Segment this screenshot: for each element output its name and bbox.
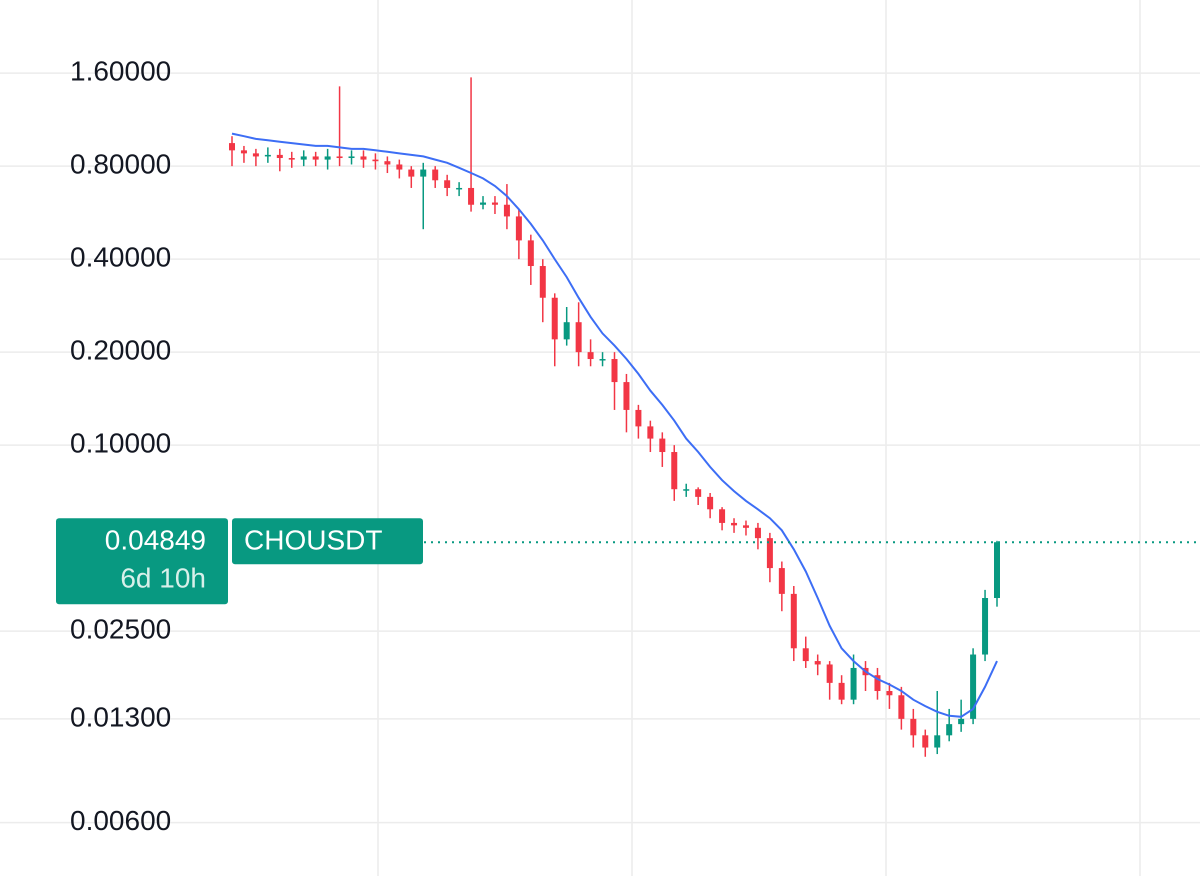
y-tick-label: 0.02500 — [70, 614, 171, 645]
candle-body — [360, 156, 367, 160]
candle-body — [683, 489, 690, 491]
candle-body — [527, 240, 534, 267]
candle-body — [229, 143, 235, 151]
candle-body — [922, 735, 929, 748]
candle-body — [623, 382, 630, 410]
candle-body — [695, 489, 702, 497]
candle-body — [671, 452, 678, 490]
candle-body — [994, 542, 1000, 599]
y-tick-label: 0.80000 — [70, 149, 171, 180]
candle-body — [587, 352, 594, 360]
candle-body — [934, 735, 941, 748]
candle-body — [456, 187, 463, 190]
candle-body — [766, 538, 773, 569]
candle-body — [408, 169, 415, 177]
candle-body — [742, 525, 749, 528]
candle-body — [563, 322, 570, 340]
candle-body — [790, 593, 797, 649]
candle-body — [336, 156, 343, 159]
candle-body — [719, 509, 726, 523]
candle-body — [551, 297, 558, 340]
candle-body — [707, 496, 714, 510]
candle-body — [946, 724, 953, 736]
candle-body — [838, 682, 845, 700]
candle-body — [611, 359, 618, 383]
candle-body — [372, 159, 379, 162]
candle-body — [659, 438, 666, 453]
candle-body — [886, 691, 893, 696]
candle-body — [898, 695, 905, 719]
candle-body — [444, 180, 451, 188]
candle-body — [240, 150, 247, 154]
candle-body — [910, 718, 917, 736]
y-tick-label: 0.10000 — [70, 428, 171, 459]
last-price-label: 0.04849 — [105, 525, 206, 556]
candle-body — [468, 187, 475, 205]
candle-body — [503, 204, 510, 217]
candle-body — [575, 322, 582, 353]
candle-body — [432, 169, 439, 181]
candle-body — [874, 675, 881, 692]
candle-body — [982, 598, 989, 655]
candle-body — [264, 154, 271, 157]
candle-body — [312, 156, 319, 160]
y-tick-label: 0.00600 — [70, 805, 171, 836]
candle-body — [647, 426, 654, 439]
candle-body — [754, 527, 761, 539]
price-labels: 0.04849 6d 10h CHOUSDT — [56, 518, 1200, 605]
time-grid — [377, 0, 1141, 876]
moving-average — [231, 132, 998, 718]
candle-body — [958, 718, 965, 725]
candle-body — [300, 156, 307, 160]
candle-body — [420, 169, 427, 177]
y-tick-label: 1.60000 — [70, 56, 171, 87]
candle-body — [324, 156, 331, 160]
candle-body — [276, 154, 283, 159]
candle-body — [635, 409, 642, 427]
countdown-label: 6d 10h — [120, 563, 206, 594]
y-axis: 1.60000 0.80000 0.40000 0.20000 0.10000 0.025… — [0, 56, 1200, 836]
candle-body — [599, 359, 606, 361]
candle-body — [252, 153, 259, 157]
y-tick-label: 0.20000 — [70, 335, 171, 366]
candle-body — [814, 661, 821, 665]
plot-area — [229, 77, 1000, 757]
candle-body — [396, 164, 403, 170]
candle-body — [850, 667, 857, 700]
candle-body — [802, 648, 809, 662]
y-tick-label: 0.01300 — [70, 701, 171, 732]
candle-body — [288, 158, 295, 160]
candle-body — [348, 156, 355, 159]
candle-body — [539, 266, 546, 298]
candle-body — [778, 568, 785, 594]
symbol-label: CHOUSDT — [244, 525, 382, 556]
price-badge — [56, 518, 228, 605]
candle-body — [970, 654, 977, 719]
candle-body — [480, 202, 487, 205]
candle-body — [731, 522, 738, 526]
candle-body — [491, 202, 498, 205]
candle-body — [826, 664, 833, 683]
candle-body — [515, 216, 522, 241]
candle-body — [384, 161, 391, 165]
y-tick-label: 0.40000 — [70, 242, 171, 273]
symbol-badge — [232, 518, 423, 565]
